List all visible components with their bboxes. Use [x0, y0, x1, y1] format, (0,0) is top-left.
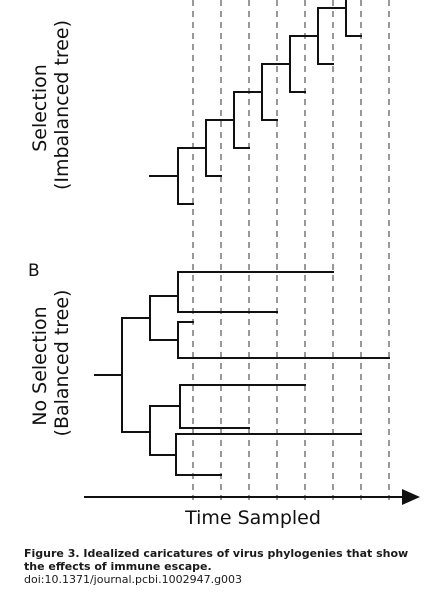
figure-caption: Figure 3. Idealized caricatures of virus…: [24, 547, 429, 586]
caption-title: Figure 3. Idealized caricatures of virus…: [24, 547, 409, 573]
panel-b-y-title: No Selection (Balanced tree): [29, 290, 73, 437]
balanced-tree: [94, 271, 390, 476]
phylogeny-figure: Selection (Imbalanced tree) B No Selecti…: [28, 0, 420, 529]
imbalanced-tree: [149, 0, 362, 205]
arrow-head-icon: [402, 489, 420, 505]
caption-doi: doi:10.1371/journal.pcbi.1002947.g003: [24, 573, 243, 586]
panel-a-y-title: Selection (Imbalanced tree): [29, 20, 73, 190]
time-axis: [84, 489, 420, 505]
panel-b-label: B: [28, 261, 40, 281]
x-axis-title: Time Sampled: [184, 507, 321, 529]
